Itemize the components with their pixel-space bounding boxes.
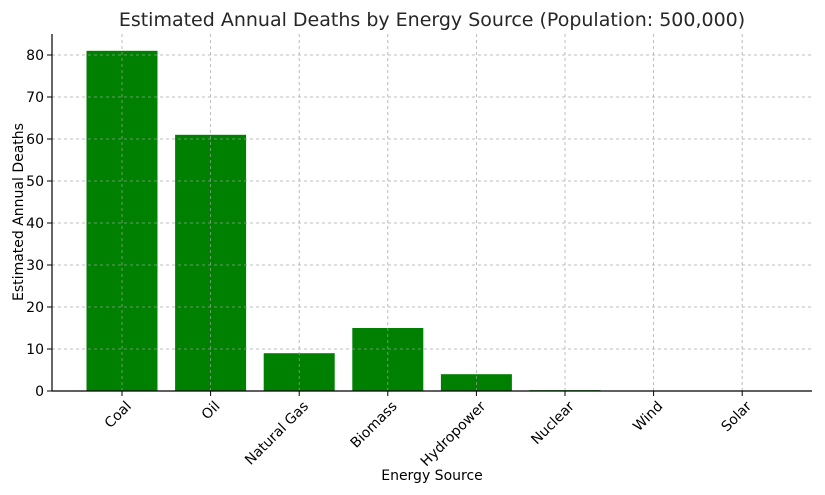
y-tick-label: 40	[26, 216, 44, 232]
chart-title: Estimated Annual Deaths by Energy Source…	[119, 9, 745, 31]
y-tick-label: 50	[26, 174, 44, 190]
y-tick-label: 10	[26, 342, 44, 358]
y-tick-label: 0	[35, 384, 44, 400]
x-tick-label: Nuclear	[528, 398, 578, 448]
grid	[52, 34, 812, 392]
y-axis-label: Estimated Annual Deaths	[11, 123, 27, 301]
x-tick-label: Natural Gas	[242, 399, 312, 469]
bars	[52, 34, 812, 392]
x-tick-label: Wind	[630, 399, 666, 435]
x-tick-label: Hydropower	[418, 398, 490, 470]
y-tick-label: 20	[26, 300, 44, 316]
y-tick-label: 60	[26, 132, 44, 148]
x-tick-label: Solar	[718, 398, 755, 435]
y-tick-label: 70	[26, 90, 44, 106]
y-tick-label: 80	[26, 48, 44, 64]
x-axis-label: Energy Source	[381, 468, 483, 484]
y-tick-label: 30	[26, 258, 44, 274]
axes	[47, 34, 812, 396]
x-tick-label: Biomass	[348, 399, 401, 452]
x-tick-label: Coal	[102, 399, 135, 432]
x-tick-label: Oil	[199, 399, 224, 424]
